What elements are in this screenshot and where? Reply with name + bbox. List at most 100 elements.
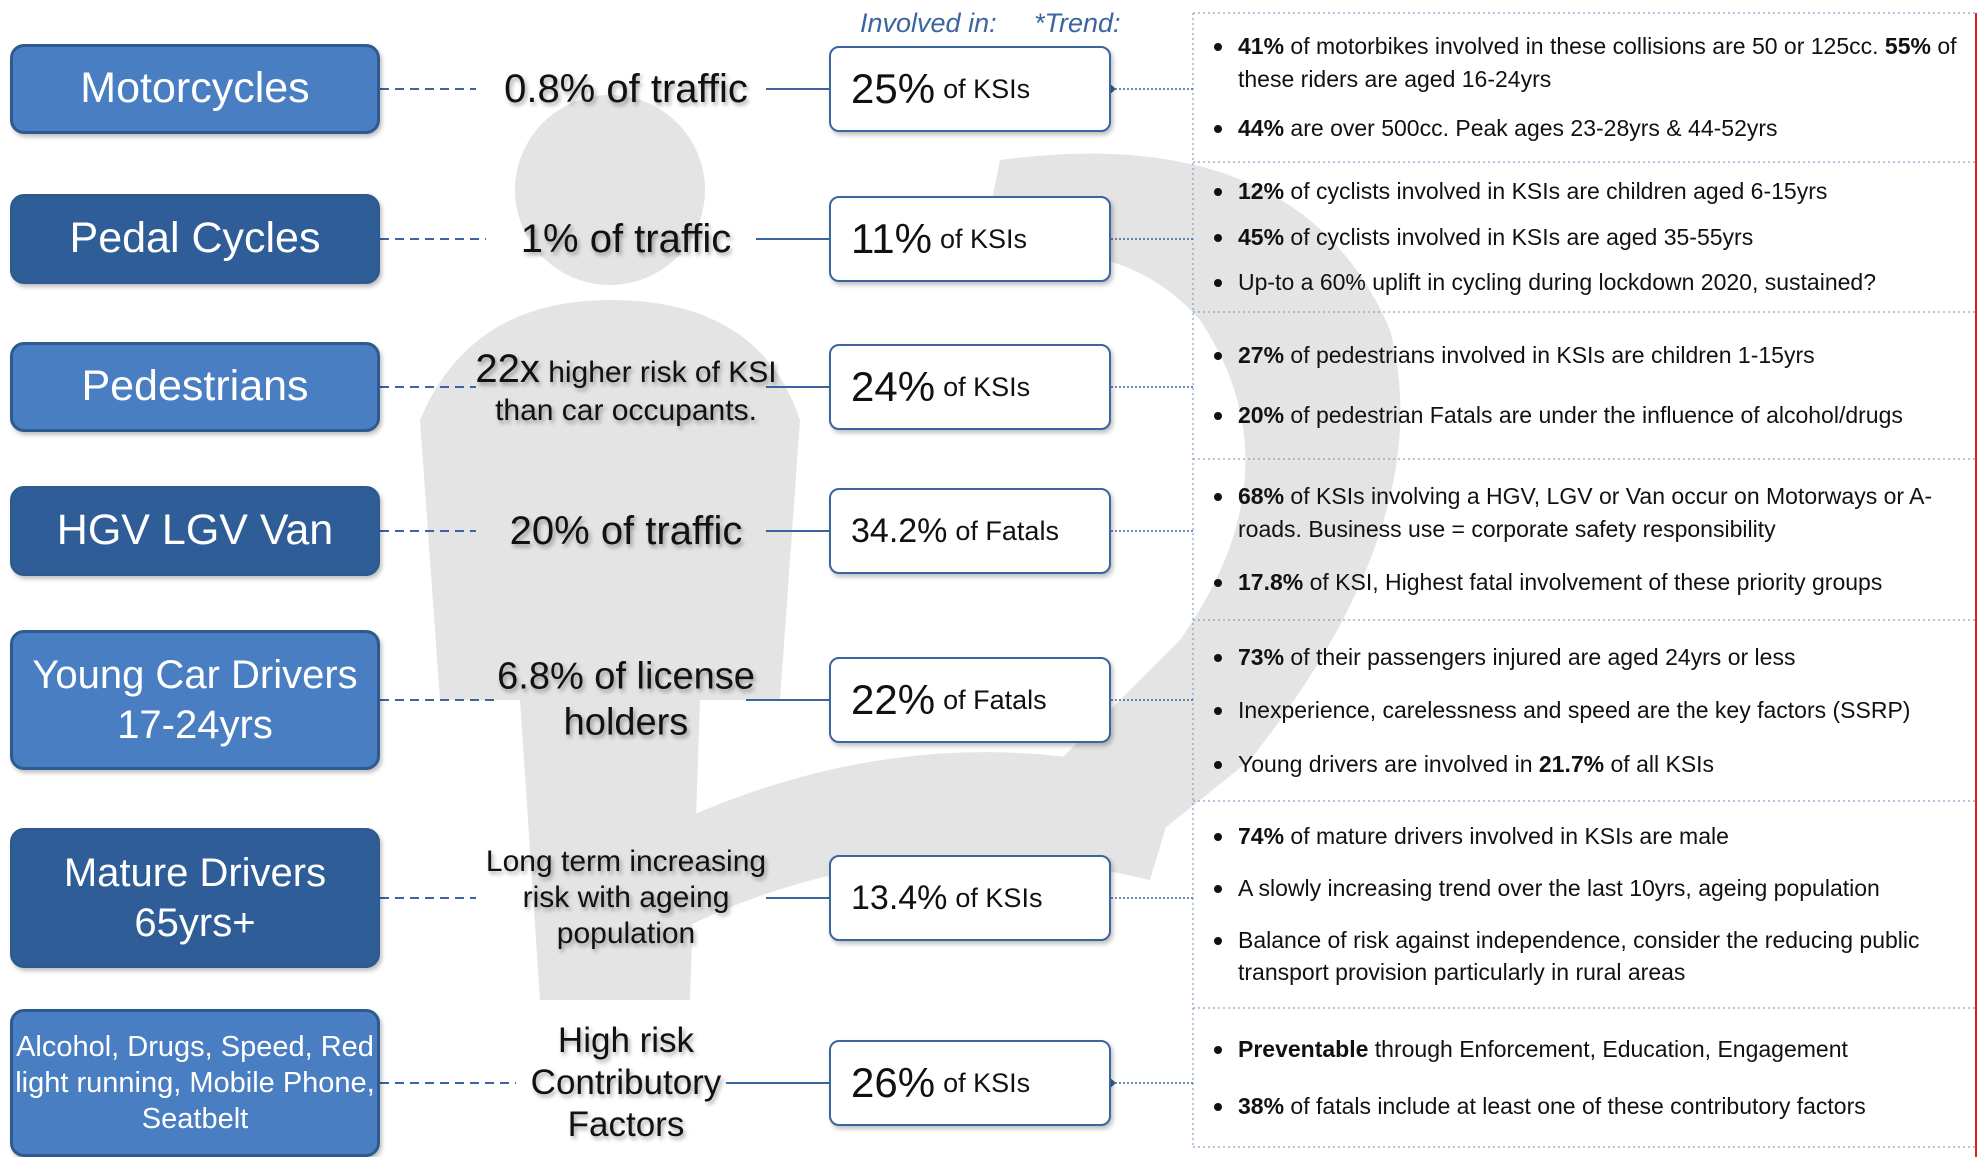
group-label: Pedestrians: [10, 342, 380, 432]
bullet-text: Up-to a 60% uplift in cycling during loc…: [1238, 269, 1876, 296]
stat-body: 6.8% of license holders: [497, 655, 755, 743]
group-label: HGV LGV Van: [10, 486, 380, 576]
percent-unit: of Fatals: [943, 684, 1047, 715]
stat-text: 1% of traffic: [476, 215, 776, 263]
bullet-item: 68% of KSIs involving a HGV, LGV or Van …: [1208, 480, 1976, 545]
group-name: HGV LGV Van: [56, 506, 334, 555]
bullet-item: 41% of motorbikes involved in these coll…: [1208, 30, 1976, 95]
bullet-item: 17.8% of KSI, Highest fatal involvement …: [1208, 566, 1976, 599]
stat-body: Long term increasing risk with ageing po…: [485, 845, 767, 950]
bullet-text: of their passengers injured are aged 24y…: [1284, 643, 1796, 670]
bullet-bold: Preventable: [1238, 1035, 1369, 1062]
group-name: Pedestrians: [81, 362, 309, 411]
bullet-bold: 17.8%: [1238, 569, 1304, 596]
percent-unit: of KSIs: [939, 223, 1027, 254]
group-name: Young Car Drivers 17-24yrs: [32, 653, 358, 747]
bullet-item: 45% of cyclists involved in KSIs are age…: [1208, 221, 1976, 254]
stat-body: High risk Contributory Factors: [530, 1021, 722, 1144]
bullet-section: Preventable through Enforcement, Educati…: [1196, 1008, 1976, 1147]
stat-body: 20% of traffic: [509, 509, 743, 553]
bullet-text: of KSIs involving a HGV, LGV or Van occu…: [1238, 483, 1933, 542]
stat-body: 1% of traffic: [520, 217, 732, 261]
group-label: Young Car Drivers 17-24yrs: [10, 630, 380, 770]
involvement-box: 22% of Fatals: [829, 657, 1111, 743]
group-name: Motorcycles: [80, 64, 310, 113]
percent-unit: of Fatals: [955, 515, 1059, 546]
bullet-section: 68% of KSIs involving a HGV, LGV or Van …: [1196, 459, 1976, 620]
bullet-bold: 12%: [1238, 178, 1285, 204]
stat-text: 6.8% of license holders: [486, 654, 766, 745]
bullet-item: Inexperience, carelessness and speed are…: [1208, 694, 1976, 727]
bullet-bold: 20%: [1238, 402, 1285, 429]
stat-text: High risk Contributory Factors: [506, 1020, 746, 1146]
percent: 13.4%: [851, 878, 948, 917]
bullet-text: of fatals include at least one of these …: [1284, 1092, 1866, 1119]
percent: 25%: [851, 65, 936, 112]
involvement-box: 25% of KSIs: [829, 46, 1111, 132]
bullet-bold: 45%: [1238, 223, 1285, 250]
percent-unit: of KSIs: [943, 73, 1031, 104]
stat-text: Long term increasing risk with ageing po…: [466, 844, 786, 952]
involvement-box: 34.2% of Fatals: [829, 488, 1111, 574]
involved-header: Involved in:: [860, 8, 997, 38]
percent: 11%: [851, 215, 932, 262]
bullet-item: A slowly increasing trend over the last …: [1208, 872, 1976, 905]
bullet-text: A slowly increasing trend over the last …: [1238, 874, 1880, 901]
bullet-text: of pedestrians involved in KSIs are chil…: [1284, 342, 1815, 369]
bullet-section: 73% of their passengers injured are aged…: [1196, 620, 1976, 801]
bullet-item: 74% of mature drivers involved in KSIs a…: [1208, 820, 1976, 853]
bullet-item: 38% of fatals include at least one of th…: [1208, 1090, 1976, 1123]
group-name: Pedal Cycles: [69, 214, 321, 263]
bullet-item: Balance of risk against independence, co…: [1208, 924, 1976, 989]
bullet-text: Inexperience, carelessness and speed are…: [1238, 697, 1911, 724]
bullet-bold: 55%: [1884, 33, 1931, 59]
involvement-box: 13.4% of KSIs: [829, 855, 1111, 941]
group-label: Mature Drivers 65yrs+: [10, 828, 380, 968]
percent: 24%: [851, 363, 936, 410]
bullet-bold: 21.7%: [1538, 750, 1605, 777]
involvement-box: 26% of KSIs: [829, 1040, 1111, 1126]
bullet-item: 12% of cyclists involved in KSIs are chi…: [1208, 175, 1976, 208]
bullet-text: of cyclists involved in KSIs are aged 35…: [1284, 223, 1754, 250]
stat-body: higher risk of KSI than car occupants.: [495, 356, 777, 427]
bullet-bold: 73%: [1238, 643, 1285, 670]
bullet-item: Up-to a 60% uplift in cycling during loc…: [1208, 266, 1976, 299]
bullet-item: Young drivers are involved in 21.7% of a…: [1208, 748, 1976, 781]
bullet-item: 44% are over 500cc. Peak ages 23-28yrs &…: [1208, 112, 1976, 145]
stat-body: 0.8% of traffic: [504, 67, 748, 111]
stat-text: 22x higher risk of KSI than car occupant…: [466, 345, 786, 429]
silhouette: [420, 95, 1401, 1000]
bullet-bold: 38%: [1238, 1092, 1285, 1119]
involvement-box: 24% of KSIs: [829, 344, 1111, 430]
bullet-text: of all KSIs: [1604, 750, 1715, 777]
stat-text: 20% of traffic: [466, 507, 786, 555]
bullet-bold: 74%: [1238, 823, 1285, 850]
percent: 22%: [851, 676, 936, 723]
bullet-section: 74% of mature drivers involved in KSIs a…: [1196, 801, 1976, 1008]
bullet-text: of KSI, Highest fatal involvement of the…: [1303, 569, 1883, 596]
bullet-section: 12% of cyclists involved in KSIs are chi…: [1196, 162, 1976, 312]
group-label: Alcohol, Drugs, Speed, Red light running…: [10, 1009, 380, 1157]
trend-header: *Trend:: [1034, 8, 1121, 38]
involvement-box: 11% of KSIs: [829, 196, 1111, 282]
bullet-text: Balance of risk against independence, co…: [1238, 926, 1920, 986]
bullet-item: Preventable through Enforcement, Educati…: [1208, 1033, 1976, 1066]
bullet-text: of cyclists involved in KSIs are childre…: [1284, 178, 1828, 204]
bullet-item: 73% of their passengers injured are aged…: [1208, 641, 1976, 674]
stat-lead: 22x: [475, 347, 540, 391]
bullet-text: are over 500cc. Peak ages 23-28yrs & 44-…: [1284, 115, 1778, 142]
bullet-bold: 44%: [1238, 115, 1285, 142]
stat-text: 0.8% of traffic: [466, 65, 786, 113]
bullet-text: through Enforcement, Education, Engageme…: [1368, 1035, 1848, 1062]
bullet-section: 41% of motorbikes involved in these coll…: [1196, 13, 1976, 162]
group-name: Mature Drivers 65yrs+: [63, 851, 327, 945]
percent: 34.2%: [851, 511, 948, 550]
percent-unit: of KSIs: [943, 1067, 1031, 1098]
bullet-text: Young drivers are involved in: [1238, 750, 1539, 777]
group-label: Pedal Cycles: [10, 194, 380, 284]
percent-unit: of KSIs: [955, 882, 1043, 913]
bullet-text: of these riders are aged 16-24yrs: [1238, 33, 1957, 92]
bullet-text: of mature drivers involved in KSIs are m…: [1284, 823, 1729, 850]
bullet-text: of motorbikes involved in these collisio…: [1284, 33, 1885, 59]
